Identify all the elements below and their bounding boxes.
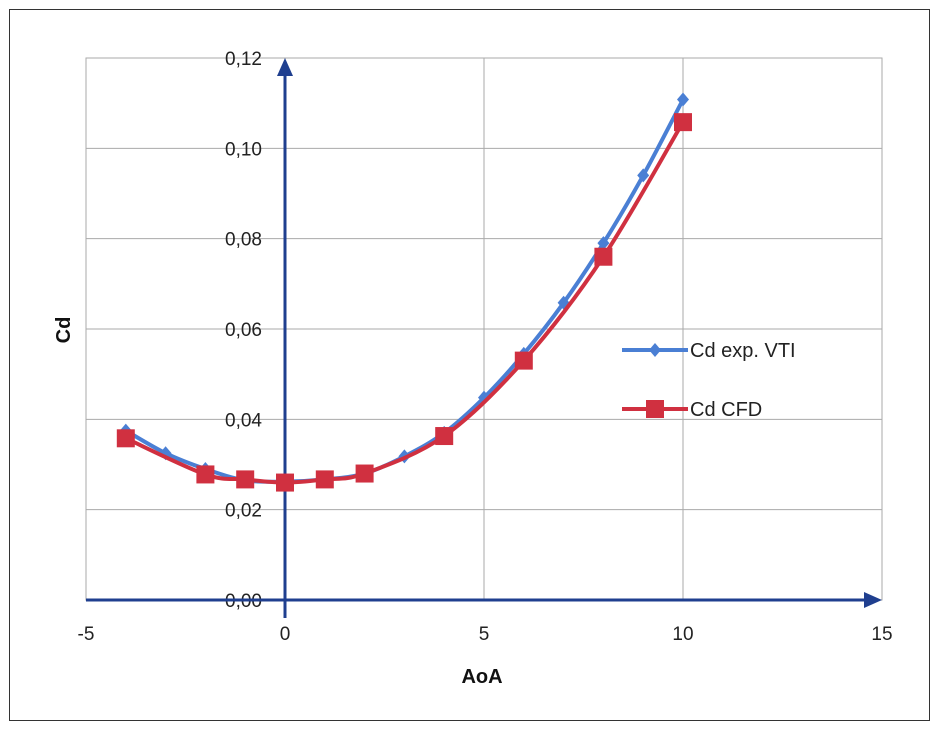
y-axis-arrowhead [277, 58, 293, 76]
grid-lines [85, 57, 883, 601]
data-point [597, 236, 610, 251]
data-point [276, 473, 294, 492]
y-tick-labels: 0,000,020,040,060,080,100,12 [225, 49, 262, 612]
series-line [124, 98, 685, 484]
x-tick-label: -5 [78, 624, 95, 645]
x-tick-label: 5 [479, 624, 490, 645]
y-tick-label: 0,08 [225, 230, 262, 251]
data-point [637, 168, 650, 183]
y-tick-label: 0,10 [225, 139, 262, 160]
data-point [196, 465, 215, 484]
series-line [124, 121, 685, 485]
data-point [677, 92, 689, 107]
series-group [116, 92, 692, 492]
data-point [674, 113, 692, 132]
y-tick-label: 0,02 [225, 501, 262, 522]
x-tick-label: 15 [871, 624, 892, 645]
series-cd-exp-vti [119, 92, 689, 489]
legend-label: Cd exp. VTI [690, 340, 796, 362]
data-point [435, 427, 454, 446]
legend-marker [646, 400, 664, 418]
x-tick-label: 10 [672, 624, 693, 645]
data-point [236, 470, 255, 489]
series-cd-cfd [116, 113, 692, 492]
chart-frame [9, 9, 930, 721]
y-axis-title: Cd [53, 317, 75, 344]
x-axis-title: AoA [461, 666, 502, 688]
legend-marker [649, 343, 661, 357]
y-tick-label: 0,04 [225, 410, 262, 431]
data-point [355, 464, 374, 483]
axes [86, 58, 882, 618]
x-tick-label: 0 [280, 624, 291, 645]
data-point [514, 351, 533, 370]
y-tick-label: 0,06 [225, 320, 262, 341]
x-axis-arrowhead [864, 592, 882, 608]
legend: Cd exp. VTI Cd CFD [622, 340, 796, 421]
legend-label: Cd CFD [690, 399, 762, 421]
data-point [315, 470, 334, 489]
x-tick-labels: -5 0 5 10 15 [78, 624, 893, 645]
data-point [594, 247, 613, 266]
data-point [116, 429, 135, 448]
y-tick-label: 0,12 [225, 49, 262, 70]
